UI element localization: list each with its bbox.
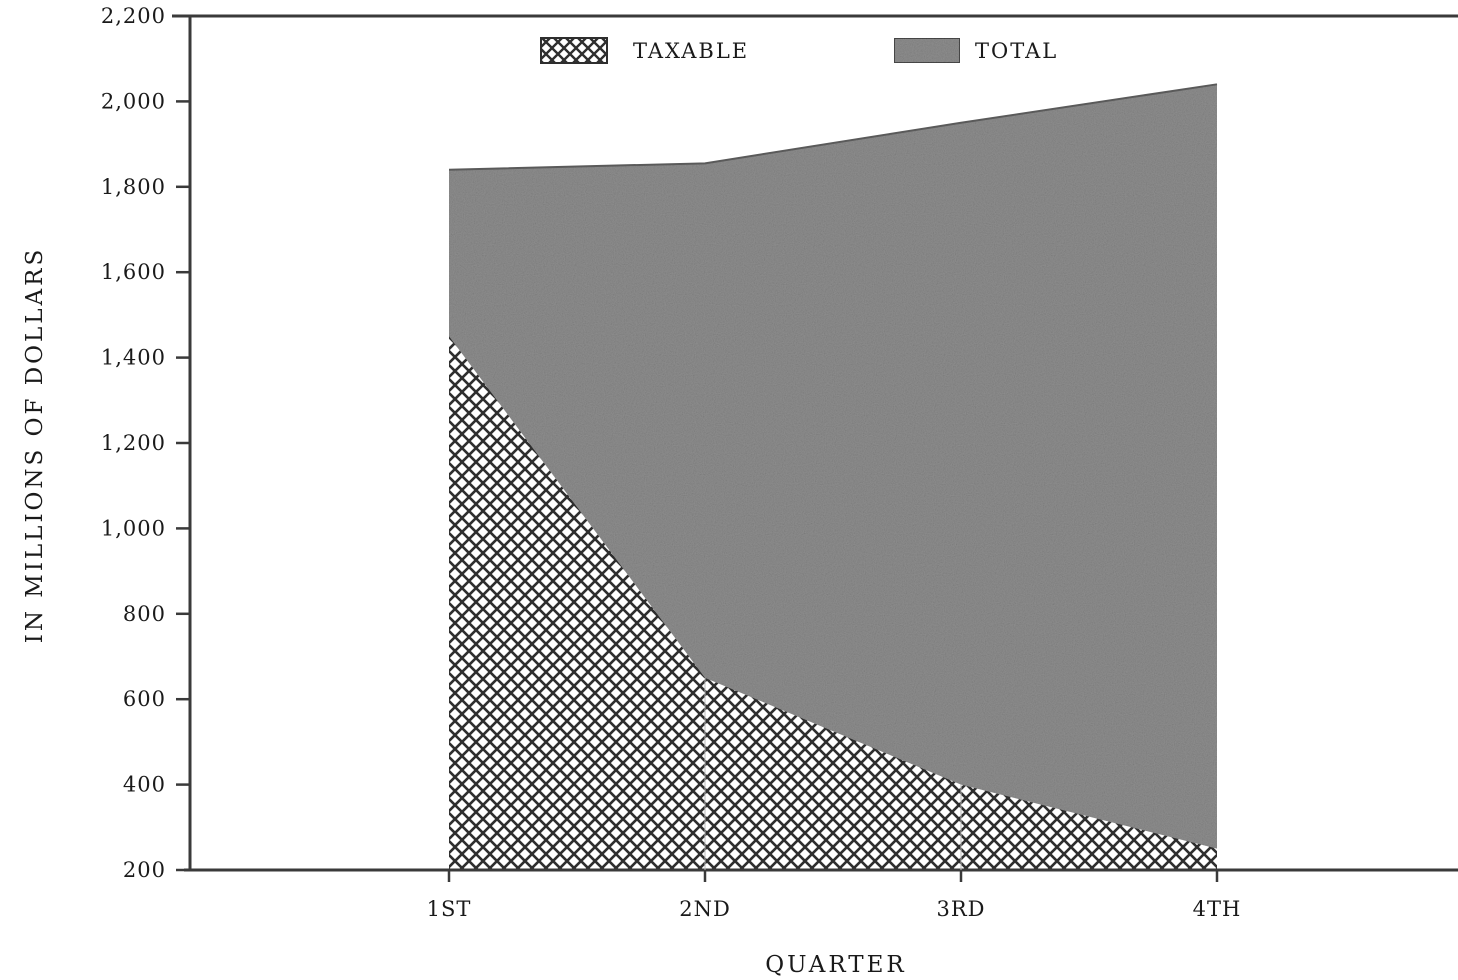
y-tick-label: 200: [123, 858, 166, 882]
legend-swatch-total: [893, 37, 961, 64]
y-tick-label: 600: [123, 687, 166, 711]
y-tick-label: 1,600: [101, 260, 166, 284]
y-tick-label: 1,000: [101, 516, 166, 540]
y-tick-label: 1,800: [101, 175, 166, 199]
legend-swatch-taxable: [540, 37, 608, 64]
legend: TAXABLE TOTAL: [540, 37, 1058, 64]
x-axis-title: QUARTER: [765, 952, 907, 978]
legend-item-total: TOTAL: [893, 37, 1058, 64]
series-area-taxable: [449, 336, 1217, 870]
series-line-total: [448, 83, 1218, 171]
legend-item-taxable: TAXABLE: [540, 37, 749, 64]
y-tick-label: 2,000: [101, 89, 166, 113]
y-tick-label: 400: [123, 773, 166, 797]
y-axis-ticks: 200 400 600 800 1,000 1,200 1,400 1,600 1,800 2,0…: [101, 4, 190, 882]
y-tick-label: 1,200: [101, 431, 166, 455]
y-tick-label: 2,200: [101, 4, 166, 28]
series-areas: [448, 83, 1218, 870]
x-tick-label: 4TH: [1193, 897, 1242, 921]
y-tick-label: 800: [123, 602, 166, 626]
y-tick-label: 1,400: [101, 346, 166, 370]
y-axis-title: IN MILLIONS OF DOLLARS: [22, 247, 48, 644]
x-axis-ticks: 1ST 2ND 3RD 4TH: [427, 677, 1242, 921]
x-tick-label: 1ST: [427, 897, 472, 921]
x-tick-label: 3RD: [936, 897, 985, 921]
x-tick-label: 2ND: [679, 897, 731, 921]
legend-label-total: TOTAL: [975, 39, 1058, 63]
legend-label-taxable: TAXABLE: [633, 39, 749, 63]
